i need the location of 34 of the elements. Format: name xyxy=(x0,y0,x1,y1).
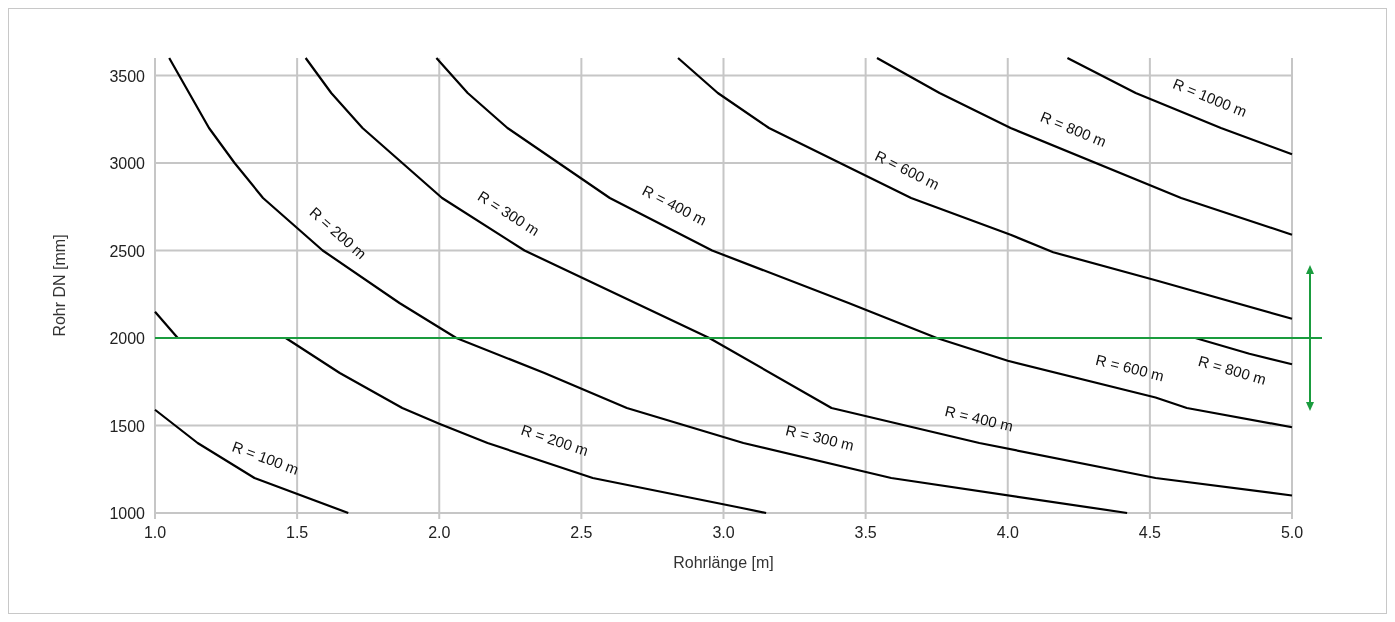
x-tick-label: 4.5 xyxy=(1138,524,1162,541)
y-tick-label: 2000 xyxy=(109,330,146,347)
annotation: R = 1000 m xyxy=(1170,74,1250,121)
line-series xyxy=(284,336,768,515)
annotation: R = 300 m xyxy=(474,187,543,240)
annotation: R = 300 m xyxy=(784,421,856,454)
y-tick-label: 1000 xyxy=(109,505,146,522)
x-tick-label: 1.0 xyxy=(143,524,167,541)
x-tick-label: 3.0 xyxy=(712,524,735,541)
annotation: R = 800 m xyxy=(1038,107,1109,151)
annotation: R = 400 m xyxy=(639,181,710,229)
y-tick-label: 3000 xyxy=(109,155,146,172)
x-tick-label: 4.0 xyxy=(996,524,1019,541)
line-series xyxy=(1066,56,1294,156)
annotation: R = 100 m xyxy=(229,437,302,478)
annotation: R = 800 m xyxy=(1196,351,1269,388)
annotation: R = 600 m xyxy=(872,146,943,193)
annotation: R = 600 m xyxy=(1094,351,1166,385)
annotation: R = 200 m xyxy=(518,420,591,459)
line-series xyxy=(875,56,1294,236)
x-tick-label: 3.5 xyxy=(854,524,877,541)
annotation: R = 200 m xyxy=(306,203,370,263)
x-tick-label: 1.5 xyxy=(286,524,309,541)
annotation: R = 400 m xyxy=(943,402,1015,435)
line-series xyxy=(153,408,350,515)
y-axis-title: Rohr DN [mm] xyxy=(51,234,68,337)
y-tick-label: 1500 xyxy=(109,417,146,435)
x-axis-title: Rohrlänge [m] xyxy=(673,554,774,571)
x-tick-label: 5.0 xyxy=(1280,524,1304,541)
x-tick-label: 2.0 xyxy=(428,524,451,541)
y-tick-label: 2500 xyxy=(109,242,146,260)
y-tick-label: 3500 xyxy=(109,67,146,85)
x-tick-label: 2.5 xyxy=(570,524,593,541)
line-series xyxy=(304,56,1294,497)
